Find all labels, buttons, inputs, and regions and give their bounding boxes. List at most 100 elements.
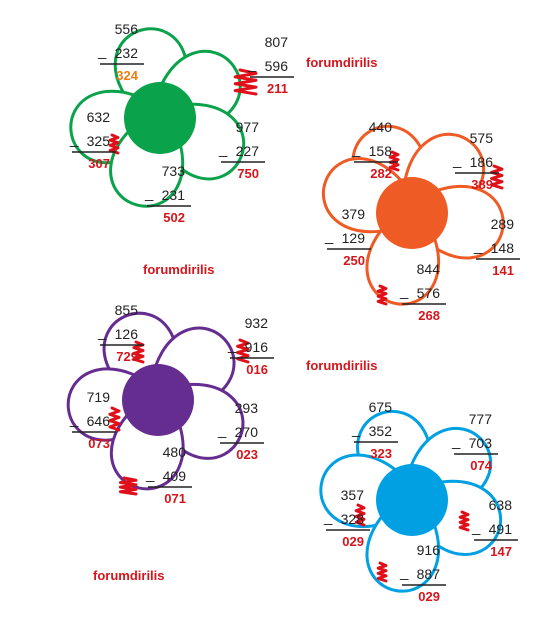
subtraction-problem: 293 _ 270 023 <box>217 400 264 462</box>
subtrahend: 916 <box>245 339 269 355</box>
subtraction-problem: 575 _ 186 389 <box>452 130 499 192</box>
subtraction-problem: 632 _ 325 307 <box>69 109 116 171</box>
answer: 282 <box>370 166 392 181</box>
answer: 211 <box>267 81 288 96</box>
watermark-text: forumdirilis <box>306 55 378 70</box>
flower-3: 855 _ 126 729 932 _ 916 016 719 _ 646 073 293 _ 270 023… <box>66 302 274 506</box>
subtrahend: 596 <box>265 58 289 74</box>
minus-sign: _ <box>473 238 483 255</box>
minus-sign: _ <box>97 43 107 60</box>
answer: 029 <box>418 589 440 604</box>
minuend: 844 <box>417 261 441 277</box>
answer: 071 <box>164 491 186 506</box>
subtrahend: 227 <box>236 143 260 159</box>
minus-sign: _ <box>218 141 228 158</box>
subtraction-problem: 844 _ 576 268 <box>399 261 446 323</box>
minus-sign: _ <box>399 564 409 581</box>
subtrahend: 186 <box>470 154 494 170</box>
answer: 323 <box>370 446 392 461</box>
answer: 729 <box>116 349 138 364</box>
checkmark-scribble <box>233 68 258 96</box>
subtrahend: 352 <box>369 423 393 439</box>
flower-1: 556 _ 232 324 807 _ 596 211 632 _ 325 307 977 _ 227 750… <box>69 21 294 225</box>
subtraction-problem: 719 _ 646 073 <box>69 389 116 451</box>
subtraction-problem: 675 _ 352 323 <box>351 399 398 461</box>
minus-sign: _ <box>144 185 154 202</box>
subtraction-problem: 807 _ 596 211 <box>247 34 294 96</box>
watermark-text: forumdirilis <box>306 358 378 373</box>
minus-sign: _ <box>451 433 461 450</box>
minus-sign: _ <box>97 324 107 341</box>
minus-sign: _ <box>217 422 227 439</box>
answer: 268 <box>418 308 440 323</box>
watermark-text: forumdirilis <box>93 568 165 583</box>
minuend: 379 <box>342 206 366 222</box>
subtraction-problem: 638 _ 491 147 <box>471 497 518 559</box>
answer: 147 <box>490 544 512 559</box>
flower-center <box>376 464 448 536</box>
subtrahend: 646 <box>87 413 111 429</box>
subtraction-problem: 916 _ 887 029 <box>399 542 446 604</box>
minuend: 575 <box>470 130 494 146</box>
answer: 389 <box>471 177 493 192</box>
answer: 250 <box>343 253 365 268</box>
minus-sign: _ <box>227 337 237 354</box>
flower-center <box>124 82 196 154</box>
minuend: 440 <box>369 119 393 135</box>
minuend: 556 <box>115 21 139 37</box>
checkmark-scribble <box>108 133 120 155</box>
minus-sign: _ <box>452 152 462 169</box>
subtraction-problem: 977 _ 227 750 <box>218 119 265 181</box>
answer: 074 <box>470 458 492 473</box>
checkmark-scribble <box>490 164 504 190</box>
minuend: 638 <box>489 497 513 513</box>
subtraction-problem: 777 _ 703 074 <box>451 411 498 473</box>
answer: 324 <box>116 68 138 83</box>
subtraction-problem: 480 _ 409 071 <box>145 444 192 506</box>
subtrahend: 491 <box>489 521 513 537</box>
answer: 502 <box>163 210 185 225</box>
subtraction-problem: 932 _ 916 016 <box>227 315 274 377</box>
minuend: 480 <box>163 444 187 460</box>
checkmark-scribble <box>108 406 121 432</box>
subtraction-problem: 440 _ 158 282 <box>351 119 398 181</box>
minus-sign: _ <box>69 131 79 148</box>
minuend: 807 <box>265 34 289 50</box>
minuend: 932 <box>245 315 269 331</box>
minuend: 632 <box>87 109 111 125</box>
minus-sign: _ <box>351 421 361 438</box>
subtrahend: 325 <box>87 133 111 149</box>
answer: 016 <box>246 362 268 377</box>
answer: 029 <box>342 534 364 549</box>
subtraction-problem: 379 _ 129 250 <box>324 206 371 268</box>
subtraction-problem: 556 _ 232 324 <box>97 21 144 83</box>
subtraction-problem: 289 _ 148 141 <box>473 216 520 278</box>
subtraction-problem: 357 _ 328 029 <box>323 487 370 549</box>
subtrahend: 270 <box>235 424 259 440</box>
minus-sign: _ <box>247 56 257 73</box>
checkmark-scribble <box>388 150 400 172</box>
answer: 750 <box>237 166 259 181</box>
minuend: 719 <box>87 389 111 405</box>
minus-sign: _ <box>399 283 409 300</box>
subtrahend: 232 <box>115 45 139 61</box>
minuend: 675 <box>369 399 393 415</box>
flower-center <box>122 364 194 436</box>
subtrahend: 576 <box>417 285 441 301</box>
answer: 307 <box>88 156 110 171</box>
subtrahend: 231 <box>162 187 186 203</box>
subtrahend: 409 <box>163 468 187 484</box>
minuend: 733 <box>162 163 186 179</box>
flower-4: 675 _ 352 323 777 _ 703 074 357 _ 328 029 638 _ 491 147… <box>319 399 518 604</box>
subtrahend: 126 <box>115 326 139 342</box>
checkmark-scribble <box>118 476 138 496</box>
minus-sign: _ <box>471 519 481 536</box>
minuend: 289 <box>491 216 515 232</box>
subtrahend: 887 <box>417 566 441 582</box>
subtraction-problem: 733 _ 231 502 <box>144 163 191 225</box>
flower-2: 440 _ 158 282 575 _ 186 389 379 _ 129 250 289 _ 148 141… <box>321 119 520 323</box>
minuend: 777 <box>469 411 493 427</box>
checkmark-scribble <box>376 284 388 306</box>
